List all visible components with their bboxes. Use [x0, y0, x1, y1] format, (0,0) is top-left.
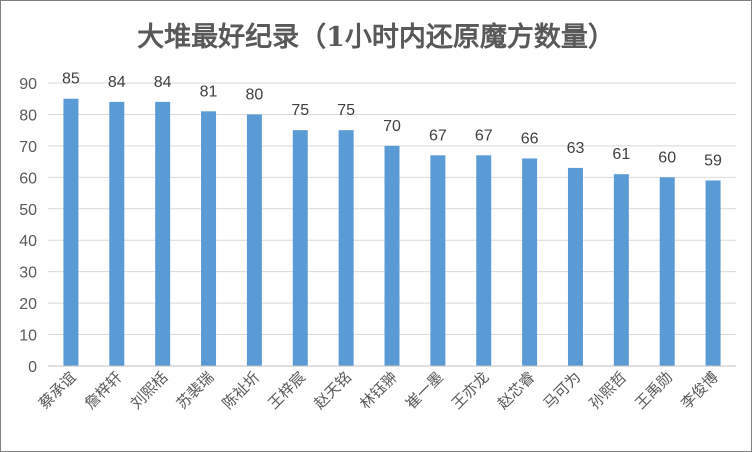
- y-tick-label: 60: [19, 170, 37, 187]
- category-label: 王亦龙: [448, 368, 493, 413]
- data-label: 67: [475, 127, 493, 144]
- category-label: 王禹勋: [631, 368, 676, 413]
- category-label: 崔一墨: [402, 368, 447, 413]
- bar: [155, 101, 171, 366]
- bar: [338, 130, 354, 366]
- data-label: 85: [62, 71, 80, 88]
- y-tick-label: 40: [19, 233, 37, 250]
- data-labels: 85 84 84 81 80 75 75 70 67 67 66 63 61 60 59: [62, 71, 722, 170]
- bar: [246, 114, 262, 366]
- data-label: 61: [612, 146, 630, 163]
- bar: [659, 177, 675, 366]
- bar: [613, 174, 629, 366]
- data-label: 63: [567, 140, 585, 157]
- bar: [705, 180, 721, 366]
- data-label: 81: [200, 83, 218, 100]
- category-label: 詹梓轩: [81, 368, 126, 413]
- bar: [109, 101, 125, 366]
- category-label: 蔡承谊: [35, 368, 80, 413]
- data-label: 66: [521, 130, 539, 147]
- data-label: 70: [383, 118, 401, 135]
- y-axis-ticks: 0 10 20 30 40 50 60 70 80 90: [19, 76, 37, 376]
- bar: [384, 145, 400, 366]
- bar: [201, 111, 217, 366]
- y-tick-label: 30: [19, 265, 37, 282]
- bar: [476, 155, 492, 366]
- category-label: 苏裴瑞: [173, 368, 218, 413]
- data-label: 84: [108, 74, 126, 91]
- y-tick-label: 70: [19, 139, 37, 156]
- bar: [292, 130, 308, 366]
- category-label: 赵天铭: [310, 368, 355, 413]
- data-label: 67: [429, 127, 447, 144]
- category-label: 陈祉圻: [219, 368, 264, 413]
- category-label: 王梓宸: [265, 368, 310, 413]
- data-label: 59: [704, 152, 722, 169]
- y-tick-label: 0: [28, 359, 37, 376]
- chart-title: 大堆最好纪录（1小时内还原魔方数量）: [137, 21, 615, 53]
- data-label: 75: [337, 102, 355, 119]
- y-tick-label: 90: [19, 76, 37, 93]
- y-tick-label: 80: [19, 107, 37, 124]
- category-label: 刘熙栝: [127, 368, 172, 413]
- category-label: 李俊博: [677, 368, 722, 413]
- category-label: 孙熙哲: [586, 368, 631, 413]
- bar: [430, 155, 446, 366]
- bars: [63, 98, 721, 366]
- y-tick-label: 20: [19, 296, 37, 313]
- data-label: 60: [658, 149, 676, 166]
- category-label: 赵芯睿: [494, 368, 539, 413]
- y-tick-label: 50: [19, 202, 37, 219]
- bar: [522, 158, 538, 366]
- bar: [63, 98, 79, 366]
- category-label: 马可为: [540, 368, 585, 413]
- data-label: 80: [246, 86, 264, 103]
- category-labels: 蔡承谊 詹梓轩 刘熙栝 苏裴瑞 陈祉圻 王梓宸 赵天铭 林钰翀 崔一墨 王亦龙 赵芯睿 马可为 孙熙哲王…: [35, 368, 722, 413]
- data-label: 75: [291, 102, 309, 119]
- bar: [567, 167, 583, 366]
- y-tick-label: 10: [19, 328, 37, 345]
- category-label: 林钰翀: [356, 368, 401, 413]
- data-label: 84: [154, 74, 172, 91]
